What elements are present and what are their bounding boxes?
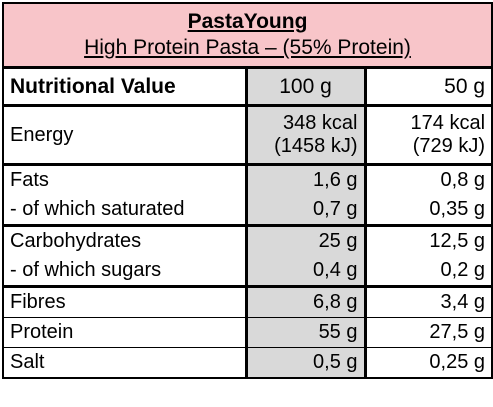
header-50g: 50 g xyxy=(364,66,493,107)
title-cell: PastaYoung High Protein Pasta – (55% Pro… xyxy=(2,2,493,68)
table-row-carbohydrates: Carbohydrates 25 g 12,5 g xyxy=(2,224,493,256)
value-50g: 3,4 g xyxy=(364,285,493,318)
value-50g: 27,5 g xyxy=(364,317,493,348)
row-label: Energy xyxy=(2,105,247,165)
table-row-sugars: - of which sugars 0,4 g 0,2 g xyxy=(2,256,493,287)
nutrition-table: PastaYoung High Protein Pasta – (55% Pro… xyxy=(2,2,493,379)
table-row-fibres: Fibres 6,8 g 3,4 g xyxy=(2,285,493,318)
value-100g: 55 g xyxy=(244,317,367,348)
value-50g: 174 kcal (729 kJ) xyxy=(364,105,493,165)
value-100g: 6,8 g xyxy=(244,285,367,318)
energy-kcal-50g: 174 kcal xyxy=(410,112,486,134)
row-label: Carbohydrates xyxy=(2,224,247,256)
row-label: Fats xyxy=(2,163,247,195)
row-label: - of which saturated xyxy=(2,195,247,226)
table-row-fats: Fats 1,6 g 0,8 g xyxy=(2,163,493,195)
table-row-energy: Energy 348 kcal (1458 kJ) 174 kcal (729 … xyxy=(2,105,493,165)
value-100g: 0,4 g xyxy=(244,256,367,287)
table-row-saturated: - of which saturated 0,7 g 0,35 g xyxy=(2,195,493,226)
row-label: - of which sugars xyxy=(2,256,247,287)
table-row-protein: Protein 55 g 27,5 g xyxy=(2,317,493,348)
title-row: PastaYoung High Protein Pasta – (55% Pro… xyxy=(2,2,493,68)
value-50g: 0,8 g xyxy=(364,163,493,195)
brand-name: PastaYoung xyxy=(187,10,308,33)
value-50g: 12,5 g xyxy=(364,224,493,256)
value-50g: 0,2 g xyxy=(364,256,493,287)
header-row: Nutritional Value 100 g 50 g xyxy=(2,66,493,107)
value-100g: 25 g xyxy=(244,224,367,256)
energy-kj-100g: (1458 kJ) xyxy=(274,135,358,157)
product-subtitle: High Protein Pasta – (55% Protein) xyxy=(84,36,411,59)
row-label: Salt xyxy=(2,347,247,379)
row-label: Fibres xyxy=(2,285,247,318)
row-label: Protein xyxy=(2,317,247,348)
value-100g: 348 kcal (1458 kJ) xyxy=(244,105,367,165)
energy-kcal-100g: 348 kcal xyxy=(283,112,358,134)
value-100g: 0,7 g xyxy=(244,195,367,226)
value-50g: 0,25 g xyxy=(364,347,493,379)
value-100g: 0,5 g xyxy=(244,347,367,379)
value-100g: 1,6 g xyxy=(244,163,367,195)
value-50g: 0,35 g xyxy=(364,195,493,226)
header-100g: 100 g xyxy=(244,66,367,107)
energy-kj-50g: (729 kJ) xyxy=(412,135,486,157)
header-nutritional-value: Nutritional Value xyxy=(2,66,247,107)
table-row-salt: Salt 0,5 g 0,25 g xyxy=(2,347,493,379)
